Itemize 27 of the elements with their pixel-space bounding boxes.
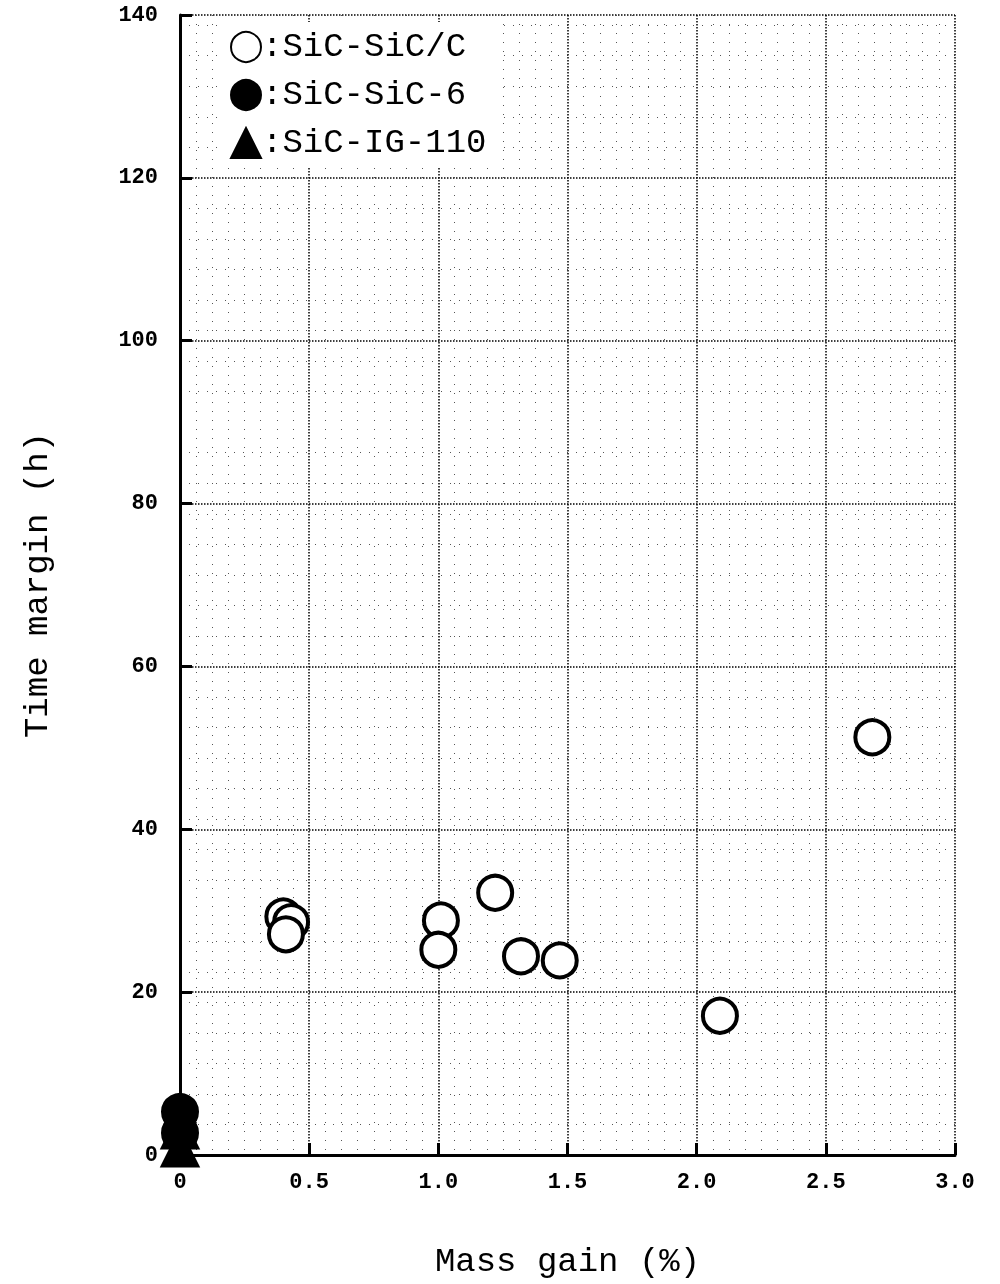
y-tick-label: 20	[131, 979, 158, 1005]
x-tick-label: 3.0	[935, 1169, 975, 1195]
y-tick-label: 0	[144, 1142, 158, 1168]
x-tick-label: 1.0	[418, 1169, 459, 1195]
x-tick-label: 1.5	[547, 1169, 588, 1195]
y-tick-label: 40	[131, 816, 158, 842]
y-axis-title: Time margin (h)	[19, 431, 57, 739]
point	[540, 941, 579, 980]
legend-label: :SiC-SiC-6	[262, 76, 467, 114]
x-tick-label: 0.5	[289, 1169, 329, 1195]
point	[502, 937, 540, 976]
point	[266, 915, 305, 954]
point	[419, 930, 458, 969]
point	[700, 996, 739, 1035]
x-axis-title: Mass gain (%)	[434, 1243, 701, 1281]
y-tick-label: 60	[131, 653, 158, 679]
y-tick-label: 120	[118, 165, 158, 191]
x-tick-label: 2.5	[806, 1169, 846, 1195]
y-tick-label: 80	[131, 491, 158, 517]
y-tick-label: 140	[118, 2, 158, 28]
x-tick-label: 2.0	[676, 1169, 717, 1195]
legend-label: :SiC-IG-110	[262, 124, 487, 162]
point	[476, 873, 515, 912]
point	[853, 718, 892, 757]
y-tick-label: 100	[118, 328, 158, 354]
legend-label: :SiC-SiC/C	[262, 28, 467, 66]
x-tick-label: 0	[173, 1169, 187, 1195]
